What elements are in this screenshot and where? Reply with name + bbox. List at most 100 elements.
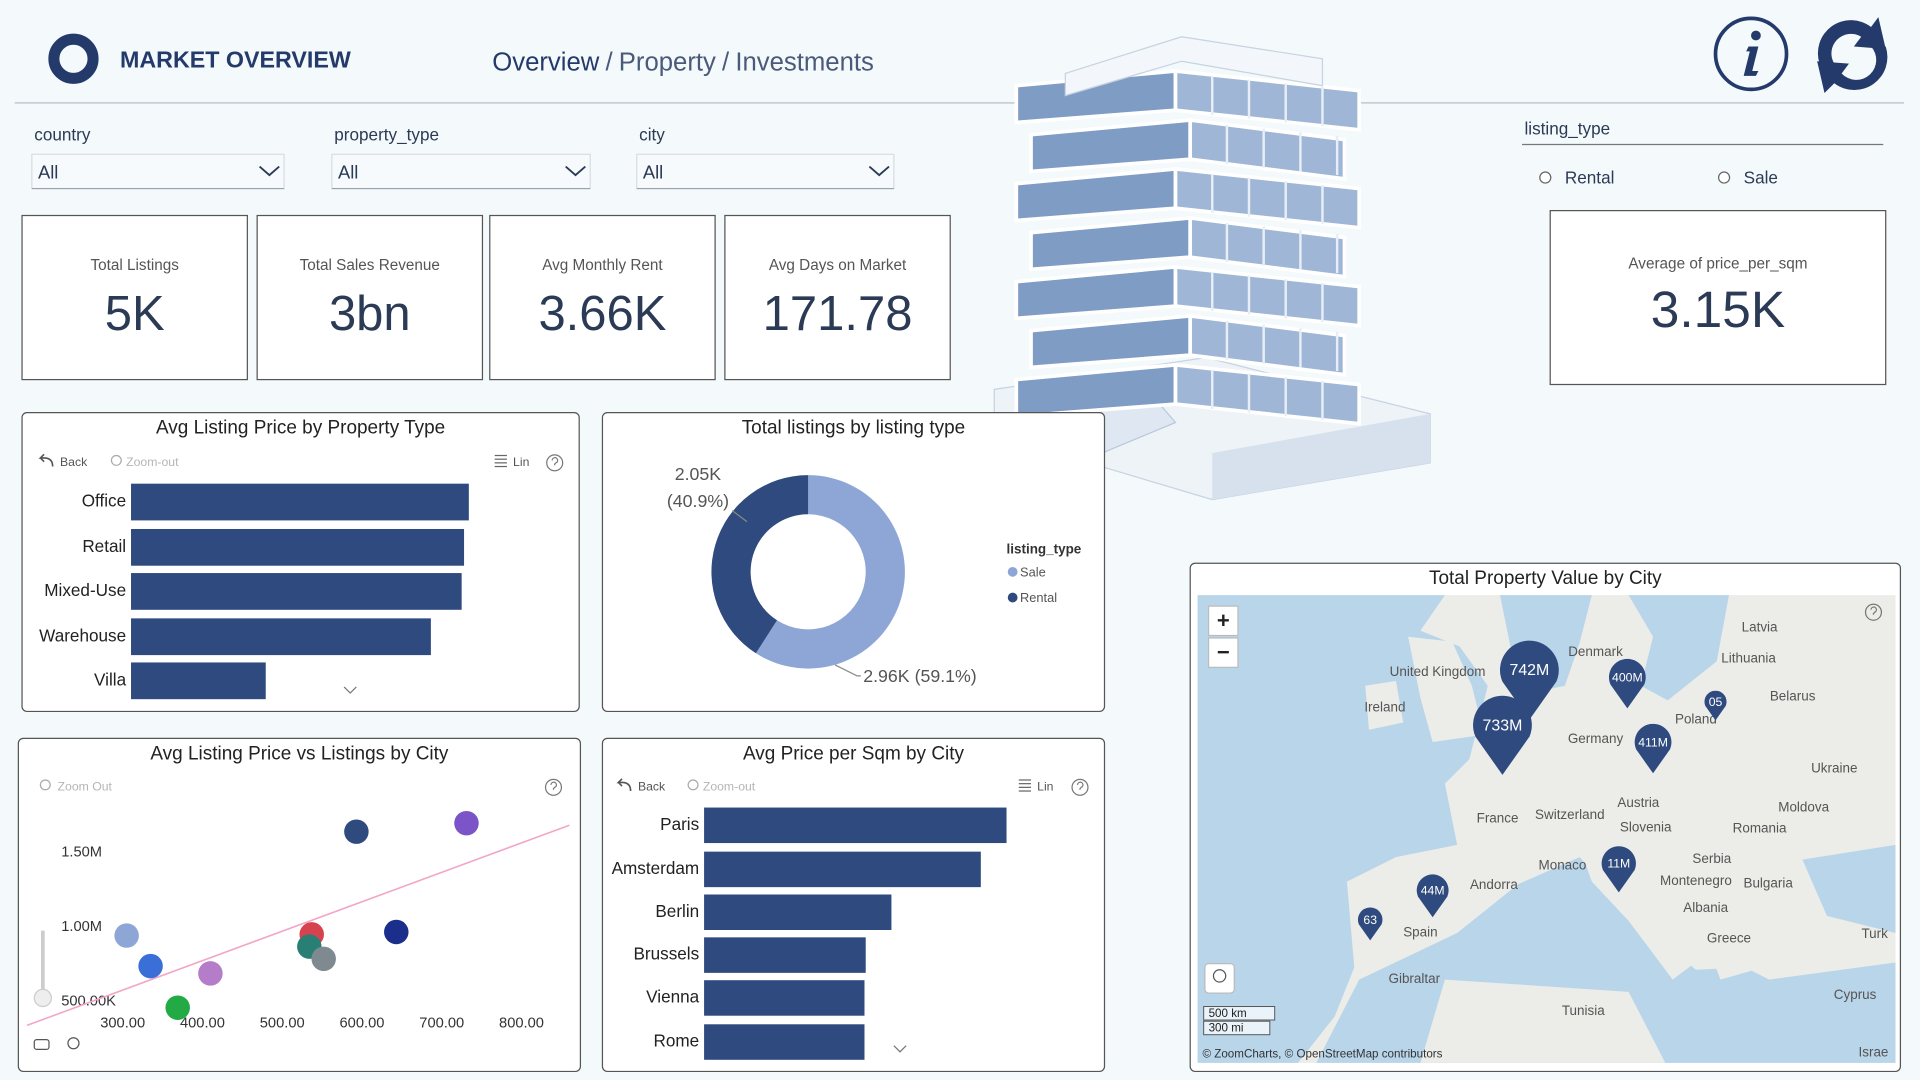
refresh-button[interactable] [1817, 17, 1888, 94]
help-button[interactable] [1071, 778, 1089, 796]
map-landmass [1702, 930, 1764, 980]
kpi-value: 171.78 [763, 287, 913, 341]
bar [704, 980, 865, 1016]
refresh-arrow [1817, 46, 1888, 94]
breadcrumb: Overview / Property / Investments [492, 48, 874, 76]
place-label: France [1477, 811, 1519, 826]
map-attribution: © ZoomCharts, © OpenStreetMap contributo… [1202, 1047, 1442, 1060]
map-sea [1197, 595, 1488, 1063]
breadcrumb-item[interactable]: Investments [735, 48, 874, 76]
filter-dropdown[interactable]: All [331, 153, 591, 190]
toolbar-lin[interactable]: Lin [513, 455, 530, 469]
bar [704, 894, 892, 930]
scatter-point [114, 923, 139, 948]
floor-side [1173, 68, 1362, 132]
toolbar-zoom[interactable]: Zoom-out [703, 780, 756, 794]
breadcrumb-item[interactable]: Overview [492, 48, 600, 76]
toolbar-back[interactable]: Back [638, 780, 666, 794]
zoom-icon [39, 779, 51, 791]
scatter-point [454, 810, 479, 836]
toolbar-zoom[interactable]: Zoom-out [126, 455, 179, 469]
data-label: 2.96K (59.1%) [863, 666, 976, 686]
place-label: Slovenia [1620, 819, 1672, 834]
filter-label: country [34, 124, 91, 144]
toolbar-lin[interactable]: Lin [1037, 780, 1054, 794]
map-pin[interactable]: 05 [1704, 690, 1727, 721]
radio-label: Sale [1744, 167, 1778, 187]
scatter-point [311, 946, 336, 972]
pin-shape [1499, 640, 1559, 720]
y-slider-handle[interactable] [33, 988, 53, 1008]
zoom-button[interactable]: − [1207, 637, 1239, 668]
slicer-option[interactable]: Rental [1539, 167, 1615, 187]
back-icon[interactable] [38, 453, 54, 467]
scatter-point [384, 919, 409, 945]
map-landmass [1408, 636, 1485, 743]
place-label: Poland [1675, 712, 1717, 727]
dropdown-box [331, 153, 591, 190]
donut-slice [755, 475, 905, 669]
page-title: MARKET OVERVIEW [120, 46, 351, 72]
place-label: Lithuania [1721, 650, 1776, 665]
help-ring [1864, 603, 1883, 621]
place-label: Montenegro [1660, 873, 1732, 888]
slicer-option[interactable]: Sale [1717, 167, 1778, 187]
data-label-line: (40.9%) [667, 491, 729, 511]
map-pin[interactable]: 63 [1357, 907, 1383, 941]
pin-label: 733M [1483, 717, 1523, 734]
lasso-button[interactable] [1204, 963, 1235, 994]
bar [131, 528, 465, 566]
help-ring [546, 454, 564, 472]
pin-label: 63 [1363, 913, 1377, 927]
filter-label: city [639, 124, 665, 144]
y-tick-label: 1.50M [61, 844, 102, 860]
filter-dropdown[interactable]: All [31, 153, 285, 190]
map-sea [1628, 595, 1729, 701]
dropdown-value: All [38, 162, 58, 183]
dropdown-value: All [338, 162, 358, 183]
map-pin[interactable]: 11M [1601, 846, 1636, 893]
breadcrumb-item[interactable]: Property [619, 48, 716, 76]
legend-title: listing_type [1007, 541, 1082, 556]
map-pin[interactable]: 44M [1416, 874, 1449, 918]
pin-shape [1704, 690, 1727, 721]
back-icon[interactable] [616, 778, 632, 792]
help-ring [1071, 778, 1089, 796]
y-tick-label: Vienna [646, 986, 699, 1006]
zoom-box [1207, 605, 1239, 637]
map-pin[interactable]: 411M [1634, 723, 1672, 774]
lasso-icon[interactable] [67, 1037, 80, 1050]
floor-side [1188, 313, 1347, 377]
map-pin[interactable]: 733M [1473, 695, 1532, 775]
toolbar-back[interactable]: Back [60, 455, 88, 469]
map-sea [1802, 844, 1896, 934]
kpi-value: 3bn [329, 287, 411, 341]
kpi-card [1549, 210, 1887, 386]
map-landmass [1365, 680, 1404, 730]
filter-dropdown[interactable]: All [636, 153, 895, 190]
refresh-arrow [1817, 17, 1886, 64]
map-pin[interactable]: 400M [1608, 658, 1646, 709]
zoom-button[interactable]: + [1207, 605, 1239, 637]
y-tick-label: Villa [94, 669, 127, 689]
help-button[interactable] [546, 454, 564, 472]
place-label: Tunisia [1562, 1003, 1605, 1018]
info-button[interactable] [1713, 16, 1789, 92]
toolbar-zoom[interactable]: Zoom Out [58, 780, 113, 794]
pin-shape [1473, 695, 1532, 775]
place-label: Gibraltar [1388, 971, 1440, 986]
roof [1064, 36, 1324, 97]
help-button[interactable] [544, 778, 563, 796]
kpi-value: 5K [105, 287, 165, 341]
place-label: Ireland [1364, 699, 1405, 714]
place-label: Ukraine [1811, 761, 1857, 776]
pin-label: 400M [1612, 671, 1643, 685]
pin-shape [1416, 874, 1449, 918]
export-icon[interactable] [33, 1038, 50, 1051]
help-button[interactable] [1864, 603, 1883, 621]
x-tick-label: 700.00 [419, 1016, 464, 1032]
map-pin[interactable]: 742M [1499, 640, 1559, 720]
scatter-point [165, 995, 190, 1020]
scroll-chevron [893, 1045, 907, 1053]
leader-line [834, 664, 861, 677]
